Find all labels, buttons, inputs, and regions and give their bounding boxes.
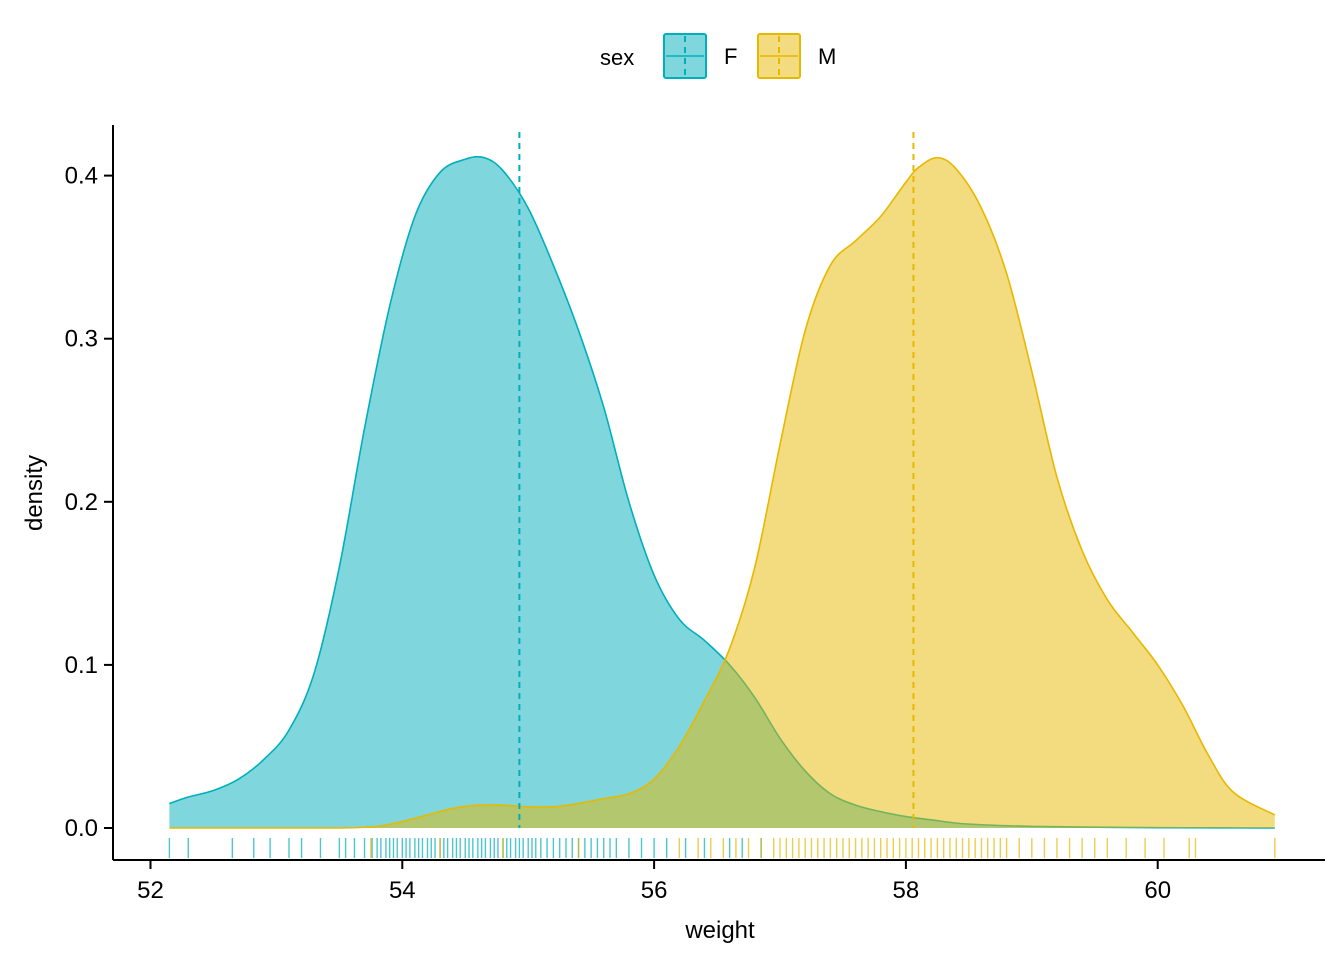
legend: sex F M [600,33,836,79]
rug-marks [168,838,1276,858]
y-tick-label: 0.1 [65,652,98,679]
density-line-m [169,156,1276,829]
y-axis-label: density [21,455,48,531]
y-ticks: 0.0 0.1 0.2 0.3 0.4 [65,163,113,842]
legend-label-m: M [818,44,836,69]
legend-title: sex [600,45,634,70]
legend-label-f: F [724,44,737,69]
x-tick-label: 54 [389,877,416,904]
density-area-m [169,157,1275,828]
y-tick-label: 0.0 [65,815,98,842]
density-area-f [169,156,1275,828]
density-areas [169,155,1276,829]
mean-lines [518,132,915,828]
x-tick-label: 58 [893,877,920,904]
y-tick-label: 0.2 [65,489,98,516]
legend-key-m [757,33,801,79]
x-tick-label: 52 [137,877,164,904]
x-tick-label: 56 [641,877,668,904]
y-tick-label: 0.4 [65,163,98,190]
x-tick-label: 60 [1144,877,1171,904]
x-axis-label: weight [684,917,755,944]
x-ticks: 52 54 56 58 60 [137,860,1171,904]
legend-key-f [663,33,707,79]
y-tick-label: 0.3 [65,326,98,353]
axes: 52 54 56 58 60 0.0 0.1 0.2 0.3 0.4 weight densit… [21,125,1325,944]
